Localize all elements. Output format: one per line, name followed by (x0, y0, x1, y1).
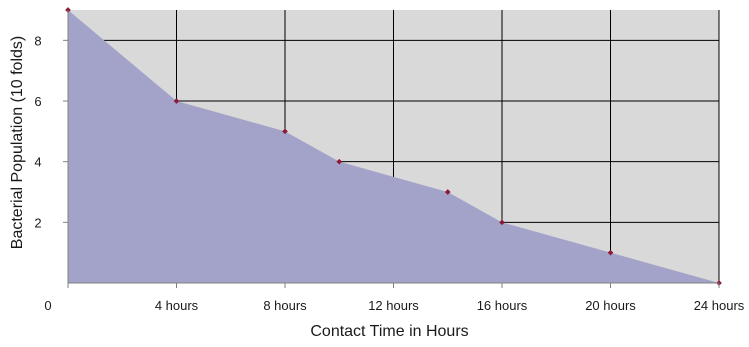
y-axis-title: Bacterial Population (10 folds) (9, 36, 26, 249)
data-point (173, 98, 180, 104)
data-point (282, 128, 288, 135)
data-point (336, 158, 343, 165)
data-point (499, 219, 505, 226)
y-tick-label: 8 (34, 33, 41, 48)
x-tick-label: 4 hours (155, 298, 199, 313)
x-tick-label: 0 (44, 298, 51, 313)
x-axis-ticks: 0 4 hours 8 hours 12 hours 16 hours 20 hours 2… (44, 283, 745, 313)
y-tick-label: 2 (34, 215, 41, 230)
y-axis-ticks: 2 4 6 8 (34, 33, 68, 230)
area-series (68, 10, 719, 283)
x-axis-title: Contact Time in Hours (310, 323, 468, 340)
x-tick-label: 12 hours (368, 298, 419, 313)
x-tick-label: 24 hours (694, 298, 745, 313)
data-point (607, 249, 614, 256)
y-tick-label: 4 (34, 155, 41, 170)
x-tick-label: 20 hours (585, 298, 636, 313)
y-tick-label: 6 (34, 94, 41, 109)
x-tick-label: 8 hours (263, 298, 307, 313)
data-point (444, 189, 451, 195)
x-tick-label: 16 hours (477, 298, 528, 313)
